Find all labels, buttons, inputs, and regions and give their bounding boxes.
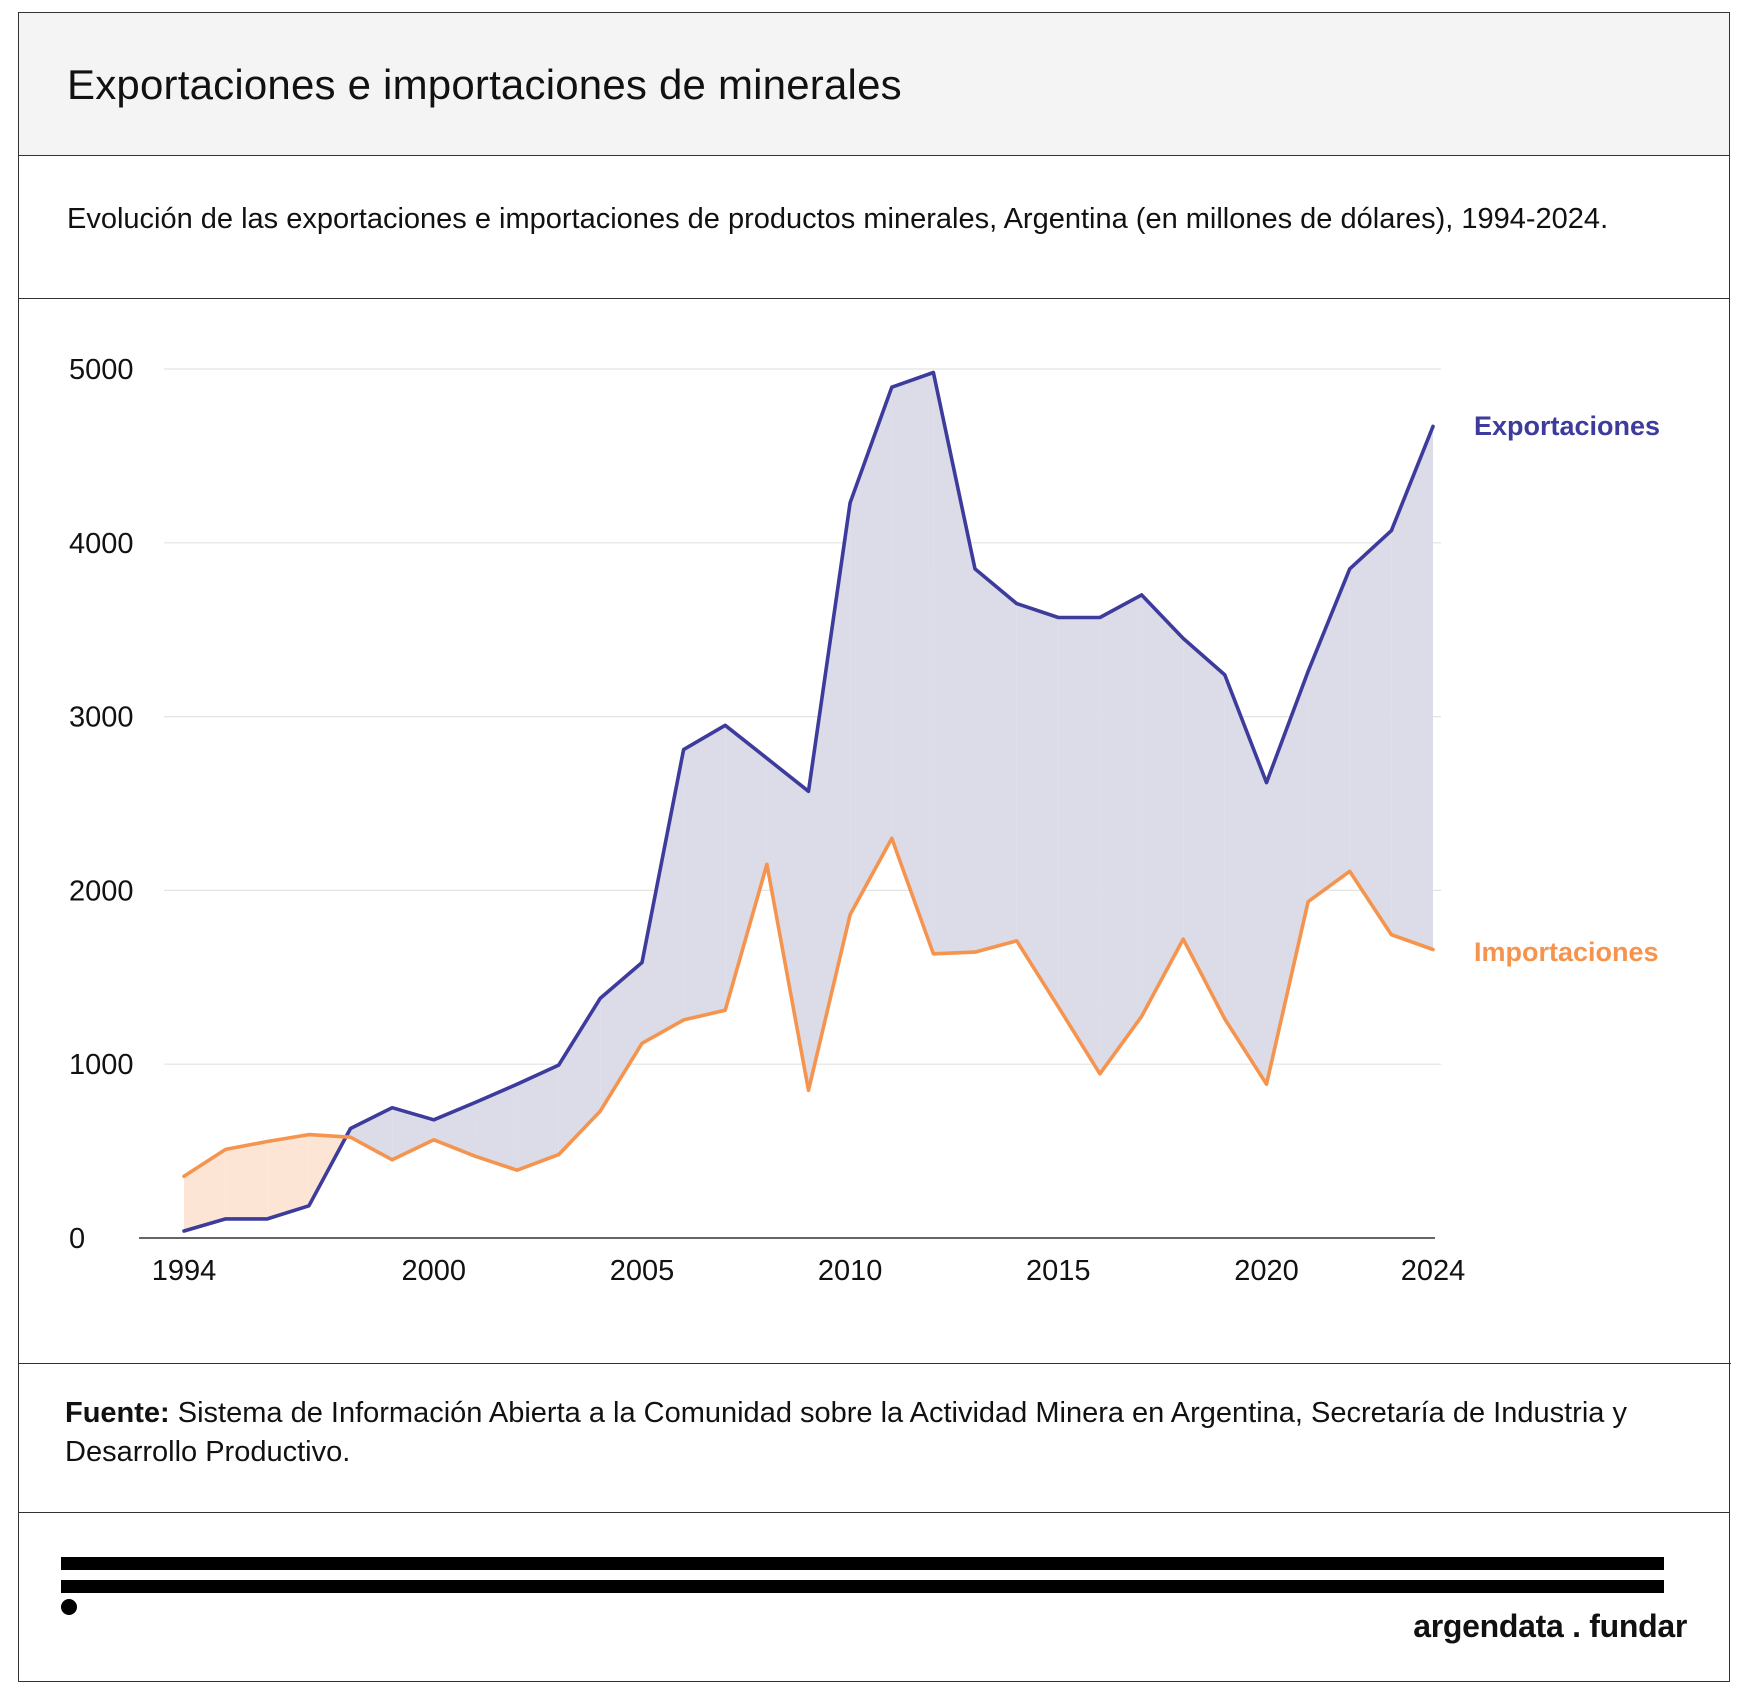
source-band: Fuente: Sistema de Información Abierta a… (19, 1364, 1729, 1513)
series-label-exportaciones: Exportaciones (1474, 411, 1660, 441)
gap-area-segment (1349, 530, 1392, 935)
gap-area-segment (1016, 603, 1059, 1007)
gap-area-segment (1391, 426, 1433, 950)
brand-dot (61, 1599, 77, 1615)
gap-area-segment (766, 758, 809, 1091)
subtitle-band: Evolución de las exportaciones e importa… (19, 156, 1729, 299)
y-tick-label: 3000 (69, 702, 134, 734)
gap-area-segment (1141, 594, 1184, 1017)
x-tick-label: 2010 (818, 1255, 883, 1287)
gap-area-segment (641, 749, 684, 1044)
gap-area-segment (1099, 594, 1142, 1074)
gap-area-segment (850, 387, 892, 915)
x-tick-label: 2024 (1401, 1255, 1466, 1287)
gap-area-segment (683, 725, 726, 1020)
gap-area-segment (725, 725, 767, 1011)
title-band: Exportaciones e importaciones de mineral… (19, 13, 1729, 156)
gap-area-segment (1308, 568, 1350, 902)
series-line-importaciones (182, 836, 1435, 1179)
y-tick-label: 1000 (69, 1049, 134, 1081)
brand-logo: argendata . fundar (1413, 1608, 1687, 1644)
brand-bar-bottom (61, 1580, 1664, 1593)
series-label-importaciones: Importaciones (1474, 937, 1659, 967)
source-text: Sistema de Información Abierta a la Comu… (65, 1397, 1627, 1468)
chart-area: 0 1000 2000 3000 4000 5000 1994 2000 2005 2010 201… (19, 299, 1731, 1364)
x-tick-label: 2015 (1026, 1255, 1091, 1287)
chart-card: Exportaciones e importaciones de mineral… (18, 12, 1731, 1683)
gap-area-segment (267, 1134, 309, 1219)
gap-area-segment (350, 1107, 393, 1160)
gap-area-segment (225, 1141, 268, 1219)
gap-area-segment (517, 1065, 559, 1171)
y-tick-label: 2000 (69, 875, 134, 907)
y-tick-label: 4000 (69, 528, 134, 560)
source-note: Fuente: Sistema de Información Abierta a… (65, 1394, 1665, 1472)
gap-area-segment (891, 372, 934, 954)
gap-area-segment (392, 1107, 434, 1160)
x-tick-label: 2000 (402, 1255, 467, 1287)
gap-area-segment (933, 372, 976, 954)
gap-area-segment (600, 962, 642, 1112)
gap-area-segment (1266, 671, 1309, 1085)
y-tick-label: 5000 (69, 354, 134, 386)
y-tick-label: 0 (69, 1223, 85, 1255)
gap-area-segment (558, 998, 601, 1155)
series-lines (182, 370, 1435, 1233)
gap-area-segment (1058, 617, 1100, 1074)
gap-area-segment (808, 502, 851, 1091)
footer: argendata . fundar (19, 1513, 1729, 1683)
gap-area-segment (975, 568, 1017, 953)
series-line-exportaciones (182, 370, 1435, 1233)
chart-title: Exportaciones e importaciones de mineral… (67, 61, 902, 108)
chart-subtitle: Evolución de las exportaciones e importa… (67, 203, 1609, 235)
x-tick-label: 1994 (152, 1255, 217, 1287)
x-tick-label: 2005 (610, 1255, 675, 1287)
tick-labels: 0 1000 2000 3000 4000 5000 1994 2000 2005 2010 201… (69, 354, 1465, 1287)
gap-area-segment (475, 1084, 518, 1171)
source-label: Fuente: (65, 1397, 170, 1429)
brand-bar-top (61, 1557, 1664, 1570)
gap-area-segment (1183, 638, 1225, 1020)
x-tick-label: 2020 (1234, 1255, 1299, 1287)
gap-areas (184, 372, 1433, 1232)
gap-area-segment (1224, 674, 1267, 1085)
